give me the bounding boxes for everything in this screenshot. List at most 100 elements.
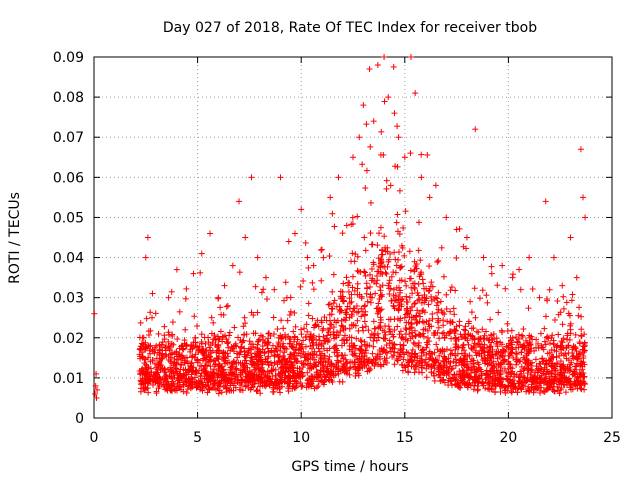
data-point — [356, 346, 363, 353]
data-point — [221, 282, 228, 289]
data-point — [356, 361, 363, 368]
data-point — [363, 167, 370, 174]
data-point — [439, 330, 446, 337]
data-point — [311, 356, 318, 363]
data-point — [215, 381, 222, 388]
data-point — [360, 356, 367, 363]
data-point — [505, 352, 512, 359]
data-point — [93, 394, 100, 401]
data-point — [287, 340, 294, 347]
data-point — [546, 377, 553, 384]
data-point — [428, 354, 435, 361]
data-point — [363, 290, 370, 297]
data-point — [376, 296, 383, 303]
data-point — [382, 269, 389, 276]
data-point — [413, 312, 420, 319]
data-point — [147, 365, 154, 372]
data-point — [568, 382, 575, 389]
data-point — [377, 257, 384, 264]
data-point — [387, 348, 394, 355]
data-point — [513, 371, 520, 378]
data-point — [523, 356, 530, 363]
data-point — [228, 387, 235, 394]
data-point — [351, 258, 358, 265]
data-point — [273, 346, 280, 353]
data-point — [408, 324, 415, 331]
data-point — [375, 300, 382, 307]
data-point — [412, 90, 419, 97]
data-point — [137, 388, 144, 395]
data-point — [338, 352, 345, 359]
data-point — [159, 354, 166, 361]
data-point — [517, 286, 524, 293]
data-point — [441, 335, 448, 342]
data-point — [292, 323, 299, 330]
data-point — [284, 385, 291, 392]
data-point — [419, 369, 426, 376]
data-point — [520, 354, 527, 361]
data-point — [233, 366, 240, 373]
data-point — [269, 367, 276, 374]
data-point — [397, 341, 404, 348]
data-point — [312, 322, 319, 329]
data-point — [248, 372, 255, 379]
data-point — [350, 322, 357, 329]
data-point — [529, 286, 536, 293]
data-point — [175, 356, 182, 363]
data-point — [524, 374, 531, 381]
data-point — [264, 338, 271, 345]
data-point — [535, 340, 542, 347]
data-point — [383, 342, 390, 349]
data-point — [203, 347, 210, 354]
data-point — [209, 347, 216, 354]
data-point — [562, 389, 569, 396]
data-point — [367, 230, 374, 237]
data-point — [575, 353, 582, 360]
data-point — [290, 344, 297, 351]
data-point — [255, 337, 262, 344]
data-point — [447, 308, 454, 315]
data-point — [187, 348, 194, 355]
data-point — [559, 321, 566, 328]
data-point — [488, 270, 495, 277]
data-point — [335, 174, 342, 181]
data-point — [159, 339, 166, 346]
axis-ticks — [93, 56, 613, 419]
data-point — [358, 313, 365, 320]
data-point — [342, 317, 349, 324]
data-point — [431, 330, 438, 337]
data-point — [318, 340, 325, 347]
data-point — [391, 349, 398, 356]
data-point — [240, 366, 247, 373]
data-point — [270, 386, 277, 393]
data-point — [581, 381, 588, 388]
data-point — [411, 327, 418, 334]
data-point — [481, 358, 488, 365]
data-point — [275, 339, 282, 346]
data-point — [320, 254, 327, 261]
data-point — [348, 313, 355, 320]
data-point — [215, 342, 222, 349]
data-point — [434, 346, 441, 353]
data-point — [483, 292, 490, 299]
data-point — [470, 357, 477, 364]
data-point — [487, 316, 494, 323]
data-point — [229, 380, 236, 387]
data-point — [381, 98, 388, 105]
data-point — [364, 285, 371, 292]
tick-labels: 0 5 10 15 20 25 0 0.01 0.02 0.03 0.04 0.05 0.06 0.07 0… — [53, 50, 621, 446]
data-point — [141, 371, 148, 378]
data-point — [310, 262, 317, 269]
data-point — [258, 371, 265, 378]
data-point — [518, 349, 525, 356]
data-point — [384, 248, 391, 255]
data-point — [349, 250, 356, 257]
data-point — [262, 383, 269, 390]
data-point — [174, 336, 181, 343]
data-point — [290, 328, 297, 335]
data-point — [558, 350, 565, 357]
plot-frame — [93, 56, 613, 419]
data-point — [320, 325, 327, 332]
data-point — [444, 369, 451, 376]
data-point — [291, 356, 298, 363]
